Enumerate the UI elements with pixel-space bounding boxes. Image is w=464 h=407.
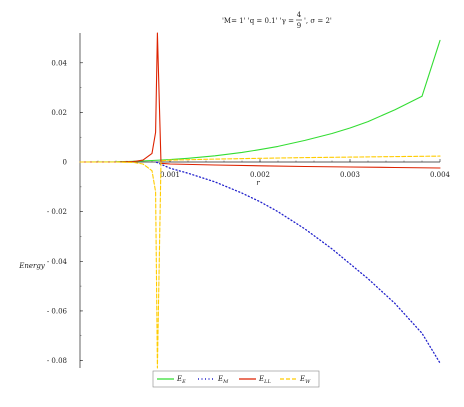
series-line-ll (79, 32, 441, 169)
x-tick-label: 0.001 (160, 171, 180, 179)
chart-title-frac-num: 4 (297, 11, 302, 19)
series-line-m (155, 161, 441, 364)
series-line-w (79, 155, 441, 369)
x-tick-label: 0.003 (340, 171, 360, 179)
x-tick-label: 0.002 (250, 171, 270, 179)
y-axis-label: Energy (18, 262, 46, 270)
y-tick-label: 0 (63, 159, 67, 167)
legend-label-e: EE (176, 375, 186, 385)
legend-label-w: EW (299, 375, 311, 385)
series-layer (79, 32, 441, 369)
y-tick-label: - 0.06 (47, 307, 68, 315)
axes: 0.04 0.02 0 - 0.02 - 0.04 - 0.06 - 0.08 0.001 0.… (47, 33, 451, 368)
x-axis-label: r (256, 179, 260, 187)
y-tick-label: - 0.02 (47, 208, 67, 216)
y-tick-label: 0.04 (51, 59, 67, 67)
series-line-e (79, 39, 441, 163)
x-tick-label: 0.004 (430, 171, 451, 179)
chart-title-post: ', σ = 2' (304, 17, 332, 25)
legend: EE EM ELL EW (152, 370, 320, 388)
legend-box (152, 370, 320, 388)
chart-title-frac-den: 9 (297, 22, 301, 30)
legend-label-m: EM (217, 375, 229, 385)
legend-label-ll: ELL (258, 375, 271, 385)
chart-title-pre: 'M= 1' 'q = 0.1' 'γ = (222, 17, 294, 25)
y-tick-label: 0.02 (51, 109, 67, 117)
y-tick-label: - 0.04 (47, 258, 68, 266)
chart-title: 'M= 1' 'q = 0.1' 'γ = (222, 17, 294, 25)
y-tick-label: - 0.08 (47, 357, 67, 365)
